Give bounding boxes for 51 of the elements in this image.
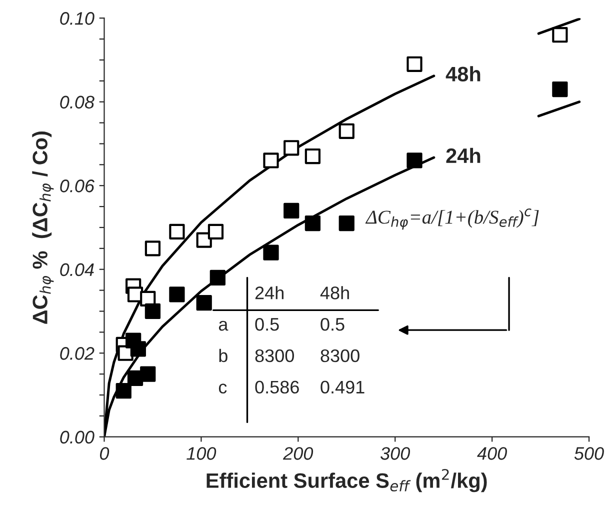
point: [406, 56, 422, 72]
x-tick-label: 500: [574, 447, 604, 460]
point: [140, 366, 156, 382]
y-tick-label: 0.04: [60, 263, 94, 276]
y-tick-label: 0.08: [60, 96, 94, 109]
annotation: 48h: [320, 286, 349, 300]
annotation: 8300: [255, 349, 294, 362]
y-tick-label: 0.00: [60, 430, 94, 444]
y-tick-label: 0.06: [60, 180, 95, 192]
point: [284, 140, 300, 156]
annotation: 8300: [320, 349, 360, 362]
annotation: 0.5: [320, 318, 344, 331]
series-label: 48h: [446, 66, 480, 82]
annotation: a: [218, 320, 228, 331]
point: [552, 27, 568, 43]
point: [338, 215, 354, 232]
point: [263, 244, 279, 260]
point: [406, 152, 422, 168]
point: [196, 232, 212, 248]
point: [210, 270, 226, 286]
annotation: 0.491: [320, 380, 364, 394]
annotation: 24h: [255, 286, 284, 300]
point: [130, 341, 146, 357]
point: [304, 215, 321, 232]
point: [169, 286, 185, 302]
point: [284, 202, 300, 219]
point: [116, 382, 132, 399]
point: [169, 224, 185, 240]
x-tick-label: 400: [477, 447, 507, 460]
point: [263, 152, 279, 168]
point: [304, 148, 321, 164]
point: [338, 123, 354, 139]
annotation: ΔC$_{hφ}$=a/[1+(b/S$_{eff}$)$^{c}$]: [365, 208, 539, 230]
y-axis-title: ΔC$_{hφ}$ % (ΔC$_{hφ}$ / Co): [32, 132, 54, 324]
annotation: 0.586: [255, 380, 299, 394]
annotation: c: [218, 384, 227, 394]
point: [196, 295, 212, 311]
point: [144, 303, 161, 320]
y-tick-label: 0.02: [60, 347, 94, 360]
x-tick-label: 100: [186, 447, 216, 460]
annotation: b: [219, 348, 228, 362]
y-tick-label: 0.10: [60, 12, 94, 25]
point: [208, 224, 224, 240]
annotation: 0.5: [255, 318, 279, 331]
x-axis-title: Efficient Surface S$_{eff}$ (m$^{2}$/kg): [206, 468, 487, 492]
x-tick-label: 0: [100, 447, 110, 460]
x-tick-label: 300: [380, 447, 410, 460]
series-label: 24h: [446, 148, 480, 163]
point: [552, 81, 568, 98]
point: [144, 240, 161, 256]
x-tick-label: 200: [282, 447, 314, 460]
